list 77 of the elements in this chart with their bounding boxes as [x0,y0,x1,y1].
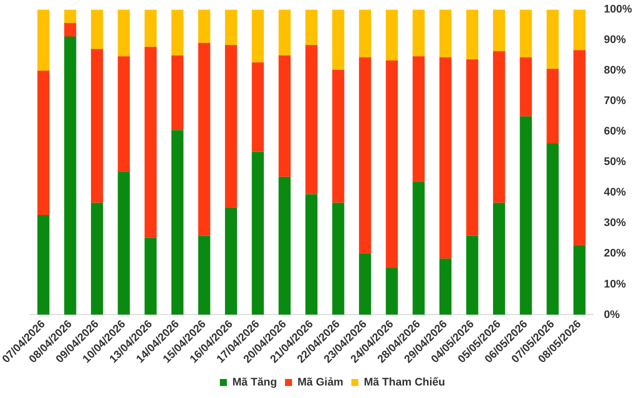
bar [118,56,130,172]
bar [546,68,559,144]
bar [520,57,532,116]
bar [332,202,344,315]
bar [466,236,478,315]
bar [37,214,50,315]
bar [305,194,318,315]
bar [412,182,425,315]
bar [252,10,264,62]
bar [252,152,264,315]
bar [198,236,210,315]
bar [520,116,532,315]
bar [37,10,50,71]
bar [493,202,506,315]
bar [90,48,104,203]
bar [359,10,372,58]
bar [386,60,398,268]
bar [278,176,291,315]
bar [64,23,76,36]
bar [305,44,318,194]
bar [278,10,291,56]
y-tick-label: 60% [604,126,626,138]
bar [278,55,291,177]
bar [573,10,586,50]
bar [198,10,210,43]
y-tick-label: 90% [604,34,626,46]
bar [90,202,104,315]
bar [64,10,76,24]
bar [386,268,398,315]
y-tick-label: 40% [604,186,626,199]
bar [144,238,157,315]
y-tick-label: 30% [604,217,626,230]
bar [493,51,506,203]
bar [37,70,50,215]
bar [224,10,238,45]
bar [171,55,184,130]
bar [64,36,76,315]
legend-label: Mã Tăng [232,376,277,389]
bar [520,10,532,58]
bar [118,10,130,56]
y-tick-label: 10% [604,278,626,290]
bar [466,10,478,60]
y-tick-label: 50% [604,156,626,168]
y-tick-label: 100% [604,4,632,16]
bar [332,70,344,203]
y-tick-label: 80% [604,64,626,77]
bar [466,59,478,236]
bar [546,144,559,315]
y-tick-label: 0% [604,308,620,321]
y-tick-label: 20% [604,248,626,260]
bar [359,253,372,315]
bar [439,258,452,315]
bar [332,10,344,70]
bar [546,10,559,69]
bar [493,10,506,52]
legend-label: Mã Giảm [297,376,344,389]
bar [144,46,157,238]
bar [144,10,157,47]
bar [90,10,104,49]
bar [573,50,586,246]
bar [439,57,452,259]
bar [412,10,425,56]
bar [412,56,425,182]
bar [171,130,184,315]
bar [224,208,238,315]
bar [171,10,184,56]
legend-label: Mã Tham Chiếu [364,376,446,389]
bar [224,44,238,208]
bar [359,57,372,254]
bar [198,42,210,236]
y-tick-label: 70% [604,95,626,108]
bar [439,10,452,58]
bar [573,245,586,315]
bar [305,10,318,45]
bar [386,10,398,61]
bar [252,62,264,152]
bar [118,172,130,315]
